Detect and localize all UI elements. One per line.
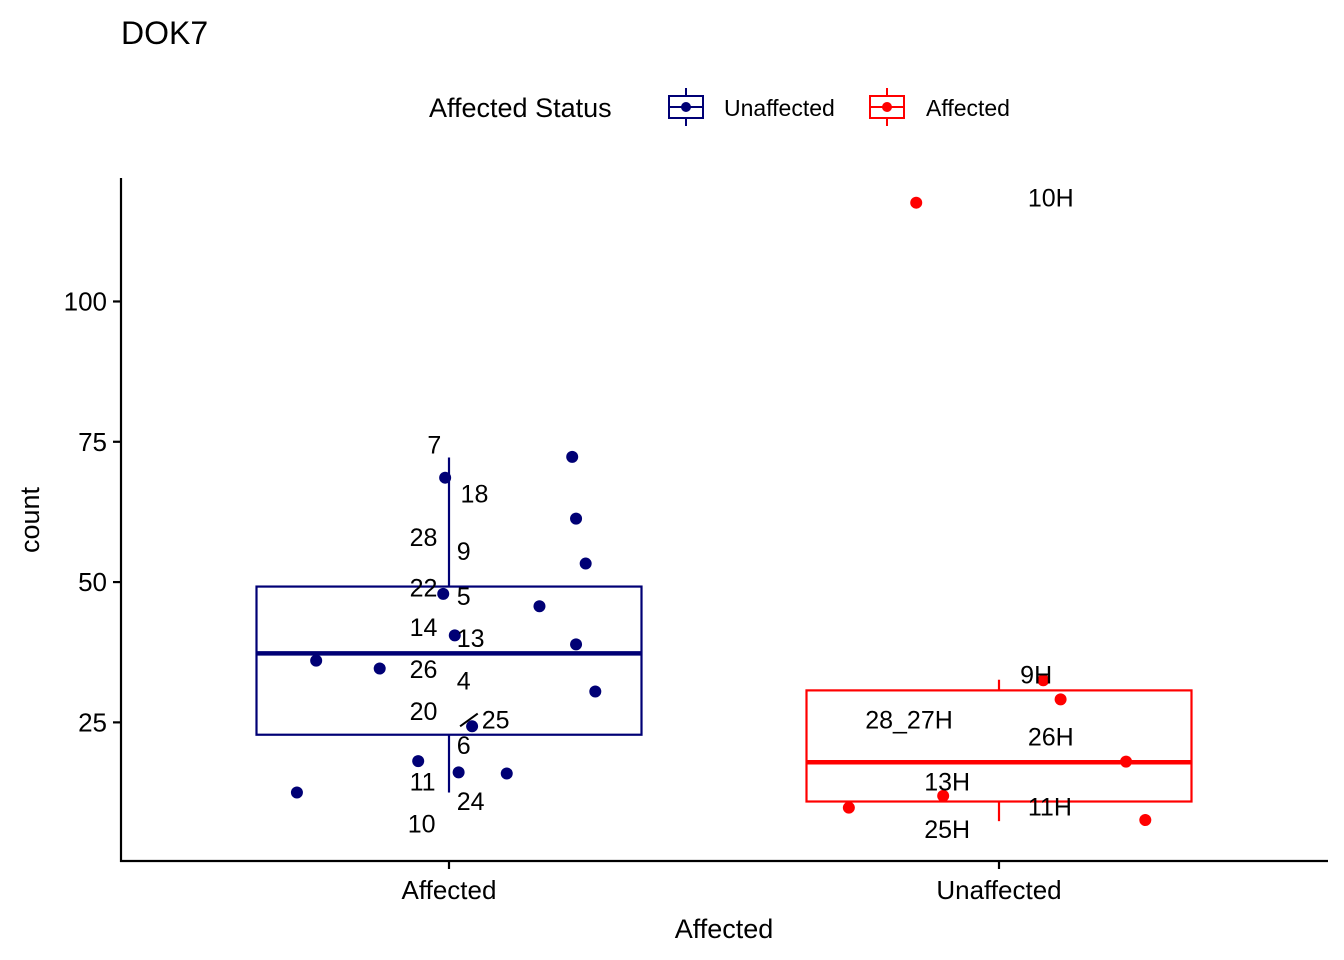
x-ticks: Affected Unaffected	[402, 861, 1062, 905]
y-tick-label: 25	[78, 707, 107, 737]
point-label: 26H	[1028, 723, 1074, 751]
data-point	[589, 685, 602, 698]
legend-key-affected	[869, 88, 905, 126]
y-ticks: 25 50 75 100	[64, 286, 121, 737]
point-label: 26	[410, 656, 438, 684]
data-point	[437, 587, 450, 600]
legend-entry-unaffected: Unaffected	[668, 88, 835, 126]
data-point	[466, 720, 479, 733]
point-label: 28	[410, 524, 438, 552]
chart-title: DOK7	[121, 15, 208, 51]
point-label: 18	[461, 480, 489, 508]
point-label: 13	[457, 625, 485, 653]
data-point	[373, 662, 386, 675]
y-tick-label: 100	[64, 286, 107, 316]
point-label: 13H	[924, 768, 970, 796]
data-point	[566, 450, 579, 463]
legend-label-affected: Affected	[926, 95, 1010, 121]
data-point	[1054, 693, 1067, 706]
data-point	[570, 512, 583, 525]
point-label: 9	[457, 538, 471, 566]
point-label: 7	[427, 432, 441, 460]
point-label: 14	[410, 614, 438, 642]
data-point	[1120, 755, 1133, 768]
data-point	[310, 654, 323, 667]
data-point	[1139, 814, 1152, 827]
point-label: 6	[457, 732, 471, 760]
box	[805, 689, 1193, 803]
plot-area: 7 18 9 28 22 5 14 13 26 4 20 25 6 11 24 10 10H 9H 28_27H 26…	[255, 185, 1193, 844]
data-point	[937, 789, 950, 802]
legend-point	[882, 102, 892, 112]
y-axis-title: count	[15, 486, 45, 553]
data-point	[910, 196, 923, 209]
y-tick-label: 50	[78, 567, 107, 597]
point-label: 25H	[924, 816, 970, 844]
data-point	[1037, 674, 1050, 687]
y-tick-label: 75	[78, 427, 107, 457]
label-leader-line	[459, 712, 479, 728]
point-label: 20	[410, 698, 438, 726]
point-label: 24	[457, 788, 485, 816]
legend: Affected Status Unaffected Affected	[429, 88, 1010, 126]
point-label: 5	[457, 583, 471, 611]
data-point	[290, 786, 303, 799]
point-label: 4	[457, 667, 471, 695]
x-tick-label: Affected	[402, 875, 497, 905]
legend-point	[681, 102, 691, 112]
data-point	[448, 629, 461, 642]
legend-label-unaffected: Unaffected	[724, 95, 835, 121]
data-point	[439, 471, 452, 484]
data-point	[842, 801, 855, 814]
point-label: 22	[410, 575, 438, 603]
data-point	[412, 755, 425, 768]
data-point	[533, 600, 546, 613]
box	[255, 585, 643, 736]
point-label: 11H	[1028, 794, 1072, 822]
point-label: 9H	[1020, 662, 1052, 690]
data-point	[452, 766, 465, 779]
x-tick-label: Unaffected	[936, 875, 1061, 905]
data-point	[500, 767, 513, 780]
legend-key-unaffected	[668, 88, 704, 126]
group-unaffected: 10H 9H 28_27H 26H 13H 11H 25H	[805, 185, 1193, 844]
point-label: 10H	[1028, 185, 1074, 213]
point-label: 11	[410, 768, 436, 796]
x-axis-title: Affected	[675, 914, 774, 944]
point-label: 28_27H	[865, 707, 953, 735]
legend-title: Affected Status	[429, 93, 612, 123]
legend-entry-affected: Affected	[869, 88, 1010, 126]
data-point	[579, 557, 592, 570]
data-point	[570, 638, 583, 651]
point-label: 25	[482, 707, 510, 735]
point-label: 10	[408, 810, 436, 838]
group-affected: 7 18 9 28 22 5 14 13 26 4 20 25 6 11 24 10	[255, 432, 643, 838]
